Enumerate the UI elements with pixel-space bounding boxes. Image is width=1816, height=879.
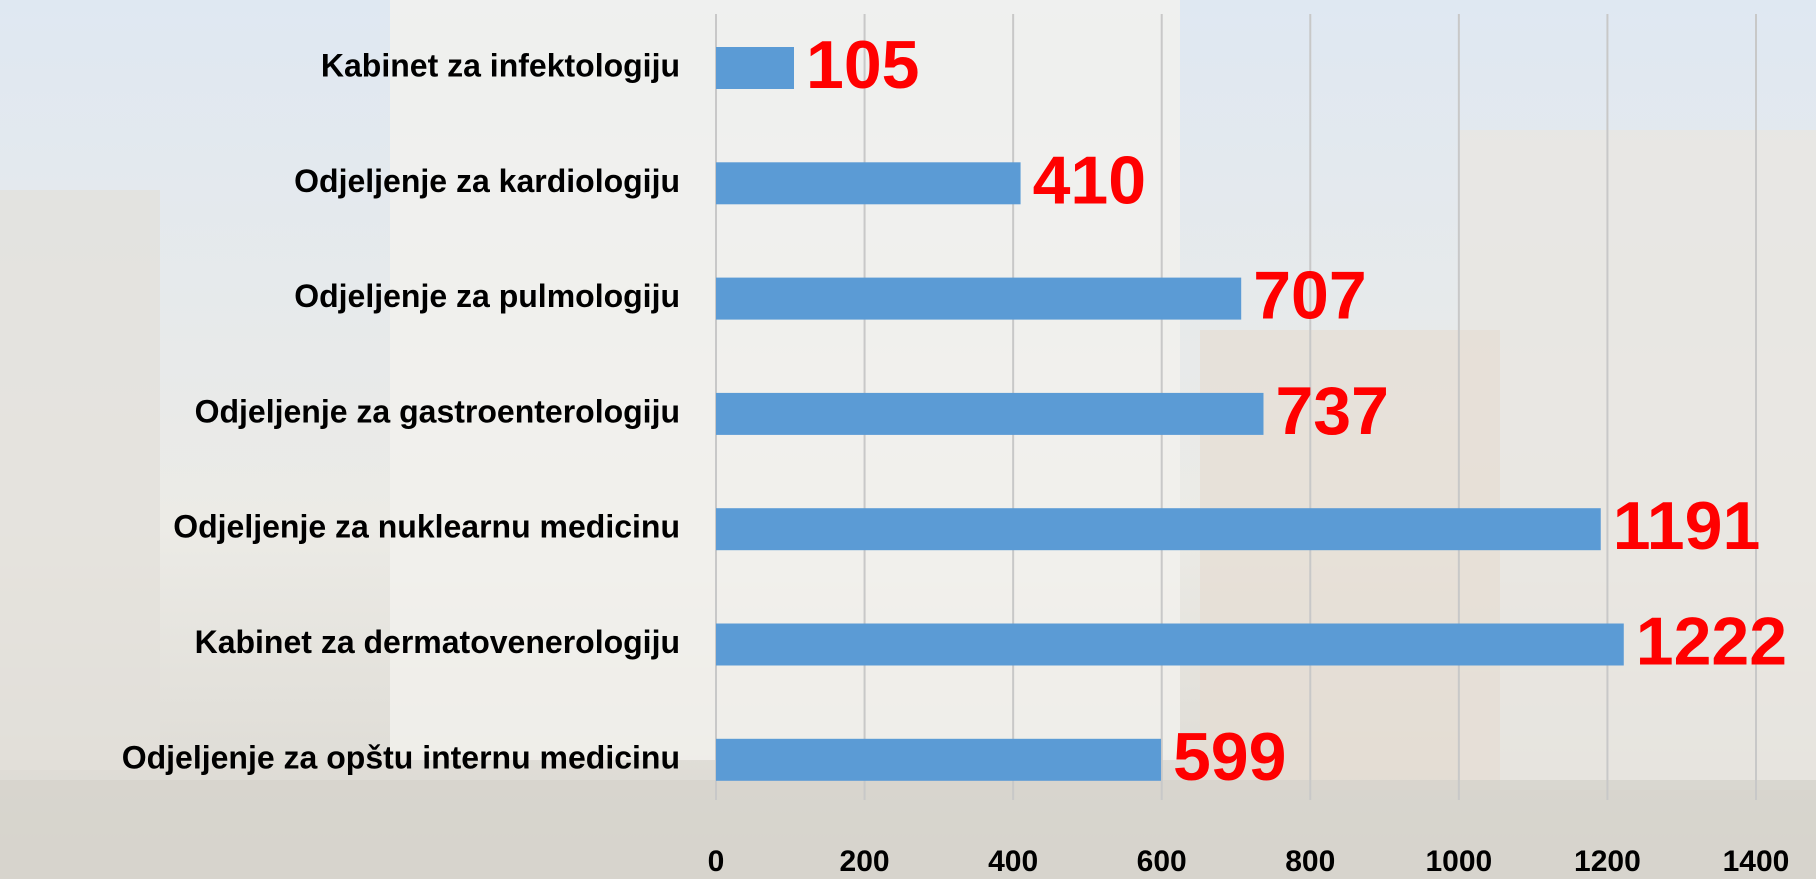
x-tick-label: 1400 <box>1723 845 1790 878</box>
value-label: 1222 <box>1636 603 1787 679</box>
y-tick-label: Odjeljenje za gastroenterologiju <box>195 393 680 429</box>
bar <box>716 162 1021 205</box>
x-tick-label: 400 <box>988 845 1038 878</box>
y-tick-label: Odjeljenje za nuklearnu medicinu <box>173 509 680 545</box>
y-tick-label: Kabinet za dermatovenerologiju <box>195 624 680 660</box>
bar <box>716 277 1242 320</box>
bar <box>716 508 1601 551</box>
y-tick-label: Odjeljenje za opštu internu medicinu <box>122 739 680 775</box>
y-tick-label: Odjeljenje za pulmologiju <box>294 278 680 314</box>
bar <box>716 738 1161 781</box>
x-tick-label: 0 <box>708 845 725 878</box>
value-label: 599 <box>1173 719 1286 795</box>
bar <box>716 47 794 89</box>
x-tick-label: 600 <box>1137 845 1187 878</box>
value-label: 410 <box>1033 142 1146 218</box>
value-label: 1191 <box>1613 488 1761 564</box>
value-label: 737 <box>1275 373 1388 449</box>
bar <box>716 623 1624 666</box>
bar <box>716 392 1264 435</box>
x-tick-label: 1000 <box>1425 845 1492 878</box>
x-tick-label: 200 <box>840 845 890 878</box>
y-tick-label: Kabinet za infektologiju <box>321 47 680 83</box>
value-label: 105 <box>806 27 919 103</box>
x-tick-label: 800 <box>1285 845 1335 878</box>
value-label: 707 <box>1253 258 1366 334</box>
y-tick-label: Odjeljenje za kardiologiju <box>294 163 680 199</box>
x-tick-label: 1200 <box>1574 845 1641 878</box>
